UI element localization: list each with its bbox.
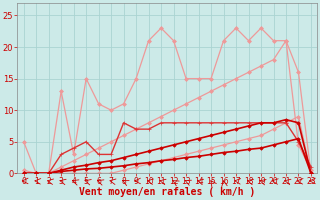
X-axis label: Vent moyen/en rafales ( km/h ): Vent moyen/en rafales ( km/h ): [79, 187, 255, 197]
